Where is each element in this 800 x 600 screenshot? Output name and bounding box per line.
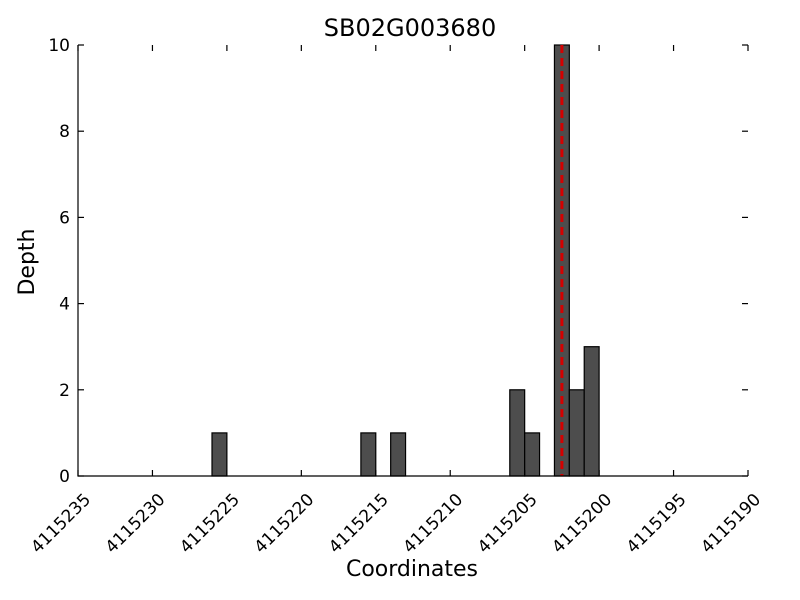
x-ticks: 4115235 4115230 4115225 4115220 4115215 41152… [27, 45, 765, 558]
x-tick-label: 4115190 [697, 490, 765, 558]
axes-frame [77, 45, 748, 477]
bar [360, 432, 377, 477]
x-tick-label: 4115205 [474, 490, 542, 558]
y-tick-label: 4 [59, 295, 70, 315]
y-tick-label: 2 [59, 381, 70, 401]
chart-title: SB02G003680 [324, 14, 496, 42]
x-tick-label: 4115215 [325, 490, 393, 558]
bar [568, 389, 585, 477]
bar [583, 346, 600, 477]
x-tick-label: 4115235 [27, 490, 95, 558]
bar [509, 389, 526, 477]
bar [390, 432, 407, 477]
bar [211, 432, 228, 477]
y-tick-label: 6 [59, 208, 70, 228]
x-tick-label: 4115220 [251, 490, 319, 558]
y-tick-label: 0 [59, 467, 70, 487]
y-tick-label: 8 [59, 122, 70, 142]
x-axis-label: Coordinates [346, 557, 478, 582]
x-tick-label: 4115230 [102, 490, 170, 558]
x-tick-label: 4115200 [548, 490, 616, 558]
y-axis-label: Depth [15, 228, 40, 295]
y-ticks: 0 2 4 6 8 10 [48, 36, 748, 487]
bars-group [211, 44, 600, 477]
x-tick-label: 4115195 [623, 490, 691, 558]
y-tick-label: 10 [48, 36, 70, 56]
x-tick-label: 4115225 [176, 490, 244, 558]
bar [524, 432, 541, 477]
x-tick-label: 4115210 [400, 490, 468, 558]
